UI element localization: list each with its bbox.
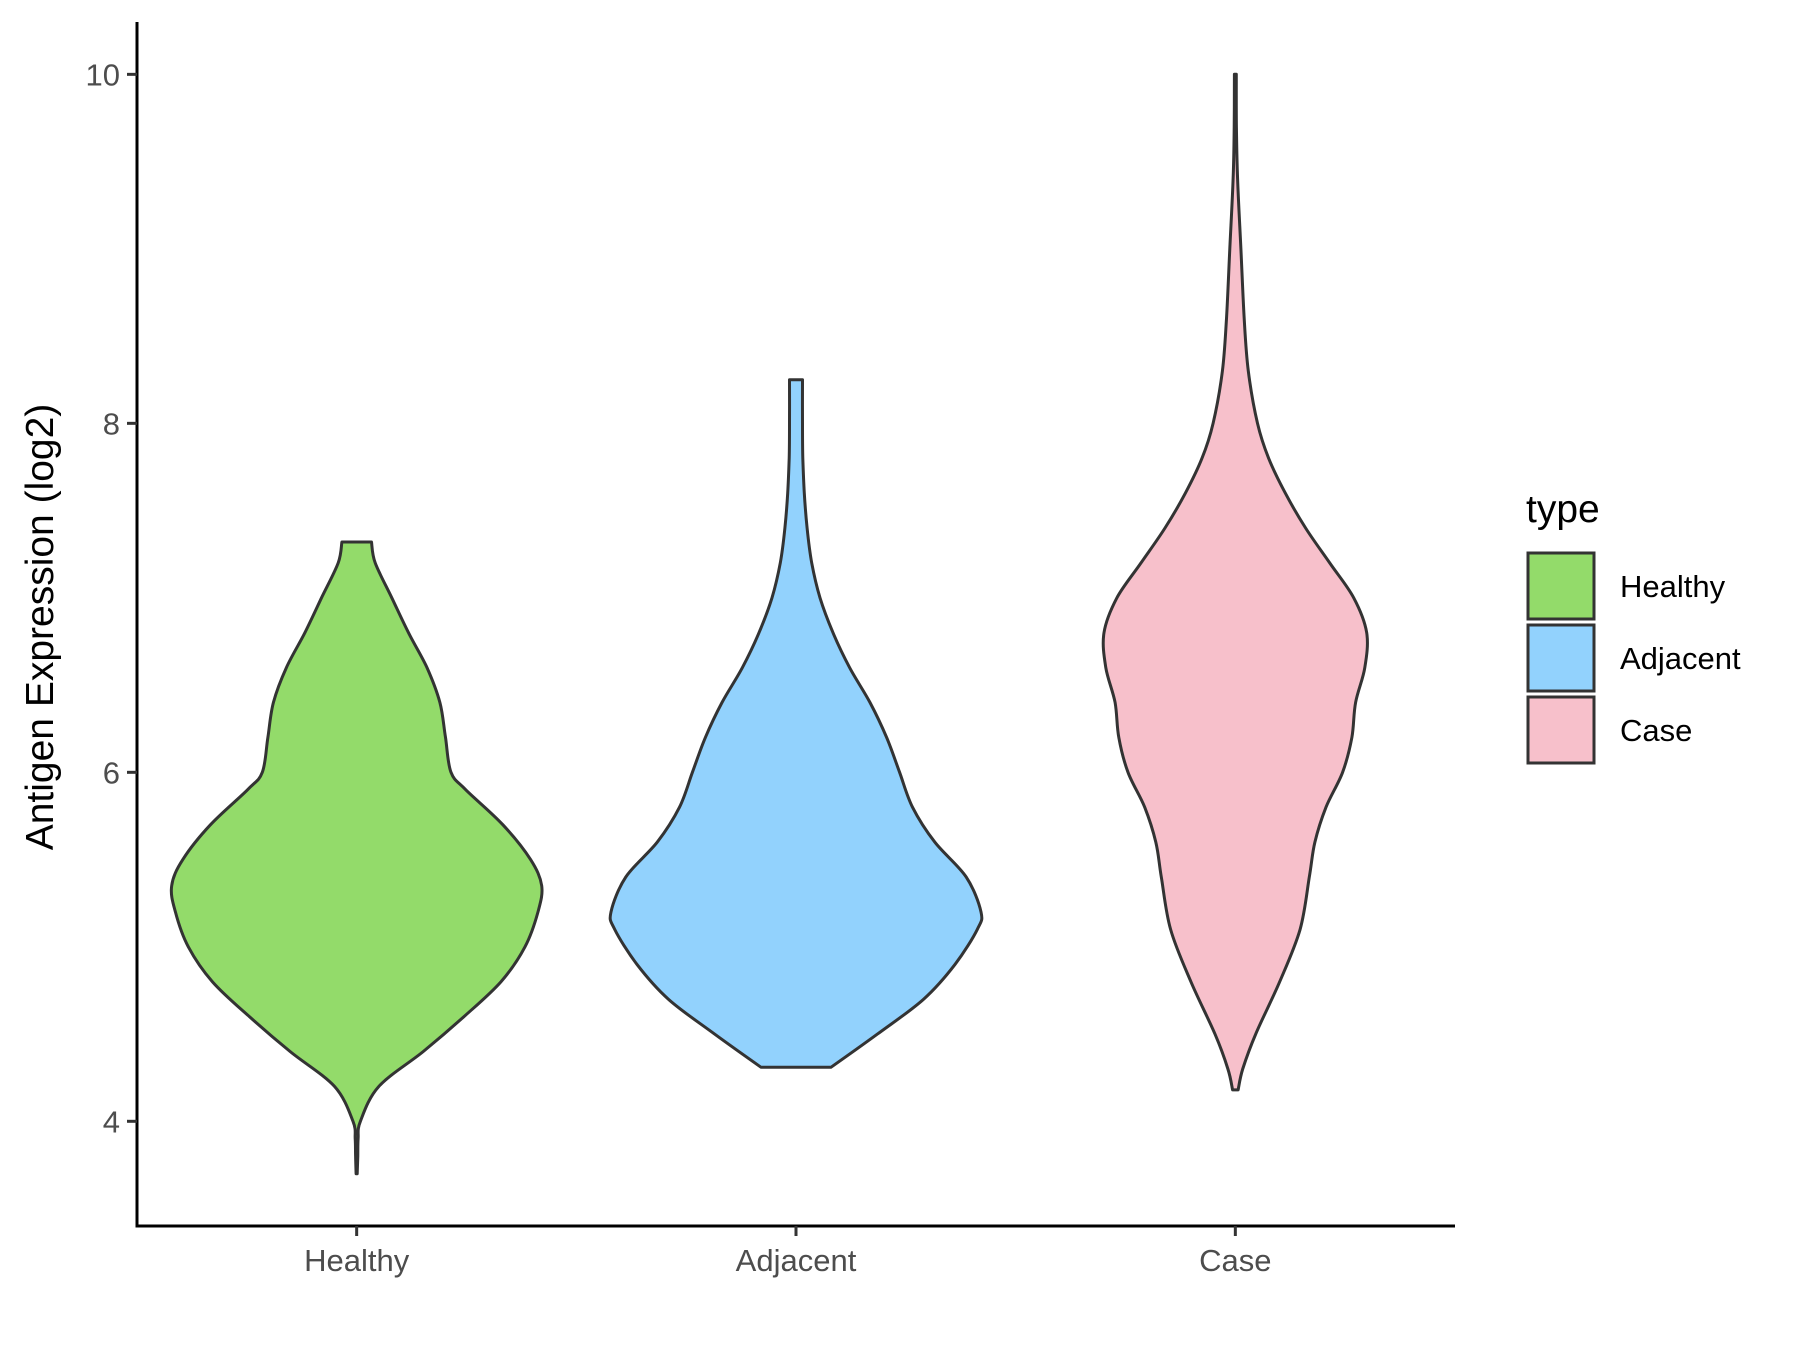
violin-healthy — [169, 540, 544, 1176]
y-tick-label: 10 — [86, 57, 120, 92]
y-tick-label: 4 — [103, 1104, 120, 1139]
x-tick-label: Adjacent — [736, 1243, 857, 1278]
y-axis-title: Antigen Expression (log2) — [19, 404, 62, 851]
legend-label-healthy: Healthy — [1620, 569, 1726, 604]
legend-swatch-case — [1526, 695, 1596, 765]
y-tick-label: 8 — [103, 406, 120, 441]
legend-items: Healthy Adjacent Case — [1526, 551, 1741, 765]
x-tick-label: Case — [1199, 1243, 1271, 1278]
x-tick-label: Healthy — [304, 1243, 410, 1278]
x-axis-ticks: Healthy Adjacent Case — [304, 1226, 1272, 1278]
legend-swatch-adjacent — [1526, 623, 1596, 693]
legend: type Healthy Adjacent Case — [1526, 488, 1741, 765]
axes-layer: 4 6 8 10 Healthy Adjacent Case — [86, 22, 1455, 1278]
y-tick-label: 6 — [103, 755, 120, 790]
violin-adjacent — [608, 378, 984, 1069]
y-axis-ticks: 4 6 8 10 — [86, 57, 137, 1139]
legend-label-case: Case — [1620, 713, 1692, 748]
violins-layer — [169, 72, 1369, 1176]
legend-title: type — [1526, 488, 1600, 531]
legend-swatch-healthy — [1526, 551, 1596, 621]
legend-label-adjacent: Adjacent — [1620, 641, 1741, 676]
violin-case — [1101, 72, 1369, 1092]
